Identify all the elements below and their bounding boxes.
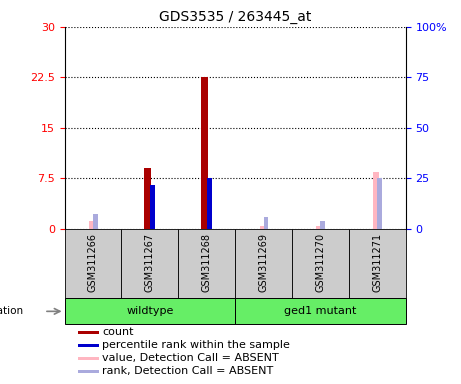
Bar: [377, 179, 382, 229]
Text: value, Detection Call = ABSENT: value, Detection Call = ABSENT: [102, 353, 279, 363]
Text: percentile rank within the sample: percentile rank within the sample: [102, 340, 290, 350]
Text: GSM311271: GSM311271: [372, 232, 382, 291]
Bar: [121, 229, 178, 298]
Bar: [93, 214, 98, 229]
Text: GSM311269: GSM311269: [259, 232, 269, 291]
Bar: [207, 179, 212, 229]
Bar: [235, 298, 406, 324]
Bar: [78, 344, 99, 347]
Text: GSM311267: GSM311267: [145, 232, 155, 291]
Bar: [201, 78, 208, 229]
Bar: [150, 185, 155, 229]
Bar: [78, 331, 99, 334]
Bar: [264, 217, 268, 229]
Text: GSM311266: GSM311266: [88, 232, 98, 291]
Bar: [78, 369, 99, 373]
Bar: [260, 226, 265, 229]
Bar: [316, 226, 322, 229]
Text: GSM311268: GSM311268: [201, 232, 212, 291]
Bar: [78, 357, 99, 360]
Bar: [65, 229, 121, 298]
Text: count: count: [102, 327, 134, 337]
Text: ged1 mutant: ged1 mutant: [284, 306, 356, 316]
Bar: [292, 229, 349, 298]
Text: wildtype: wildtype: [126, 306, 173, 316]
Bar: [144, 169, 151, 229]
Text: genotype/variation: genotype/variation: [0, 306, 24, 316]
Bar: [373, 172, 379, 229]
Bar: [178, 229, 235, 298]
Text: rank, Detection Call = ABSENT: rank, Detection Call = ABSENT: [102, 366, 273, 376]
Bar: [349, 229, 406, 298]
Bar: [320, 221, 325, 229]
Bar: [235, 229, 292, 298]
Bar: [65, 298, 235, 324]
Bar: [89, 221, 95, 229]
Title: GDS3535 / 263445_at: GDS3535 / 263445_at: [159, 10, 311, 25]
Text: GSM311270: GSM311270: [315, 232, 325, 291]
